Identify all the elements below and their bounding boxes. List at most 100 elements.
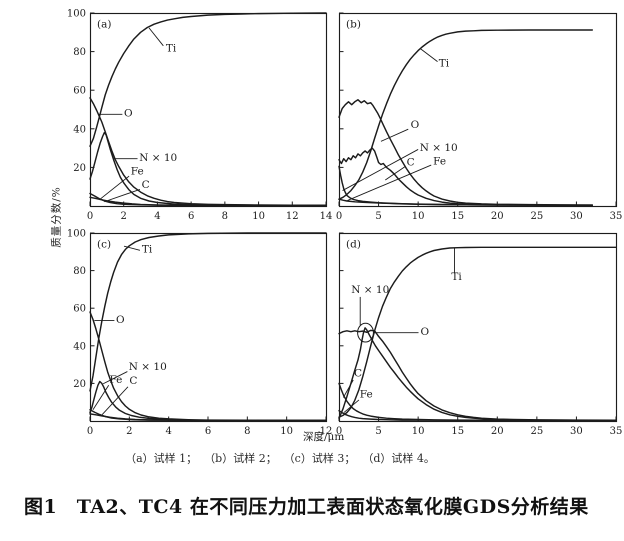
x-tick-label: 5 <box>375 211 381 222</box>
gds-chart-grid: 0 2 4 6 8 10 12 14 20 40 60 80 100 Ti O N × 10 Fe C (a) 0 5 1… <box>67 9 623 438</box>
x-axis-label: 深度/μm <box>303 431 345 443</box>
x-tick-label: 20 <box>491 211 504 222</box>
curve-label-N×10: N × 10 <box>420 142 458 154</box>
panel-frame <box>338 232 618 423</box>
curve-label-Ti: Ti <box>166 43 177 55</box>
curve-label-Fe: Fe <box>433 156 446 168</box>
x-tick-label: 2 <box>121 211 127 222</box>
y-tick-label: 40 <box>73 124 86 135</box>
x-tick-label: 0 <box>336 211 342 222</box>
x-tick-label: 6 <box>188 211 194 222</box>
curve-label-Ti: Ti <box>142 244 153 256</box>
x-tick-label: 4 <box>154 211 160 222</box>
x-tick-label: 25 <box>530 426 543 437</box>
panel-a: 0 2 4 6 8 10 12 14 20 40 60 80 100 Ti O N × 10 FeC (a) <box>67 9 332 223</box>
leader-line-C <box>101 386 129 415</box>
curve-label-O: O <box>411 119 420 131</box>
series-line-C <box>89 196 327 207</box>
x-tick-label: 30 <box>570 426 583 437</box>
y-tick-label: 20 <box>73 379 86 390</box>
leader-line-Ti <box>123 245 141 251</box>
x-tick-label: 10 <box>252 211 265 222</box>
leader-line-Fe <box>92 385 110 410</box>
x-tick-label: 8 <box>244 426 250 437</box>
series-line-O <box>89 311 327 422</box>
figure-sub-caption: （a）试样 1； （b）试样 2； （c）试样 3； （d）试样 4。 <box>125 452 435 465</box>
y-tick-label: 100 <box>67 229 86 240</box>
panel-frame <box>89 232 328 423</box>
curve-label-N×10: N × 10 <box>139 152 177 164</box>
x-tick-label: 12 <box>286 211 299 222</box>
series-line-N×10 <box>89 380 327 422</box>
series-line-C <box>338 382 617 422</box>
x-tick-label: 10 <box>412 211 425 222</box>
curve-label-N×10: N × 10 <box>129 361 167 373</box>
x-tick-label: 12 <box>320 426 333 437</box>
panel-letter: (d) <box>346 239 361 251</box>
curve-label-Fe: Fe <box>109 374 122 386</box>
x-tick-label: 14 <box>320 211 333 222</box>
overlap-highlight-ellipse <box>357 322 374 343</box>
series-line-O <box>338 99 594 206</box>
curve-label-C: C <box>129 375 137 387</box>
series-line-Ti <box>89 232 327 392</box>
leader-line-O <box>380 128 409 142</box>
leader-line-N×10 <box>342 149 419 191</box>
leader-line-C <box>104 188 141 203</box>
leader-line-Fe <box>347 164 432 202</box>
curve-label-C: C <box>354 368 362 380</box>
y-tick-label: 80 <box>73 266 86 277</box>
series-line-N×10 <box>338 147 594 206</box>
y-tick-label: 100 <box>67 9 86 20</box>
x-tick-label: 10 <box>280 426 293 437</box>
curve-label-Ti: Ti <box>451 271 462 283</box>
y-axis-label: 质量分数/% <box>50 186 63 248</box>
x-tick-label: 10 <box>412 426 425 437</box>
x-tick-label: 0 <box>87 426 93 437</box>
curve-label-Fe: Fe <box>131 166 144 178</box>
x-tick-label: 8 <box>222 211 228 222</box>
y-tick-label: 60 <box>73 304 86 315</box>
panel-b: 0 5 10 15 20 25 30 35 Ti ON × 10 C Fe (b) <box>336 12 623 222</box>
panel-letter: (a) <box>97 19 111 31</box>
x-tick-label: 5 <box>375 426 381 437</box>
x-tick-label: 15 <box>451 426 464 437</box>
leader-line-Ti <box>148 27 164 47</box>
curve-label-C: C <box>142 179 150 191</box>
leader-line-C <box>385 166 405 181</box>
figure-title: 图1 TA2、TC4 在不同压力加工表面状态氧化膜GDS分析结果 <box>24 496 589 518</box>
leader-line-C <box>342 379 354 398</box>
y-tick-label: 40 <box>73 341 86 352</box>
series-line-Fe <box>338 198 594 207</box>
leader-line-N×10 <box>102 371 128 385</box>
x-tick-label: 0 <box>336 426 342 437</box>
series-line-Ti <box>338 246 617 418</box>
curve-label-O: O <box>116 314 125 326</box>
x-tick-label: 20 <box>491 426 504 437</box>
x-tick-label: 6 <box>205 426 211 437</box>
y-tick-label: 60 <box>73 86 86 97</box>
leader-line-Ti <box>420 48 438 62</box>
y-tick-label: 20 <box>73 163 86 174</box>
x-tick-label: 0 <box>87 211 93 222</box>
panel-c: 0 2 4 6 8 10 12 20 40 60 80 100 Ti O N × 10 Fe C (c) <box>67 229 332 438</box>
series-line-C <box>89 413 327 422</box>
leader-line-Fe <box>343 399 360 413</box>
curve-label-C: C <box>407 156 415 168</box>
series-line-N×10 <box>89 131 327 207</box>
panel-frame <box>338 12 618 208</box>
series-line-Fe <box>338 409 617 422</box>
x-tick-label: 35 <box>610 211 623 222</box>
x-tick-label: 30 <box>570 211 583 222</box>
series-line-N×10 <box>338 327 617 422</box>
x-tick-label: 2 <box>126 426 132 437</box>
panel-letter: (c) <box>97 239 111 251</box>
x-tick-label: 25 <box>530 211 543 222</box>
x-tick-label: 15 <box>451 211 464 222</box>
leader-line-Fe <box>98 175 130 201</box>
x-tick-label: 35 <box>610 426 623 437</box>
series-line-Ti <box>338 29 594 200</box>
panel-frame <box>89 12 328 208</box>
